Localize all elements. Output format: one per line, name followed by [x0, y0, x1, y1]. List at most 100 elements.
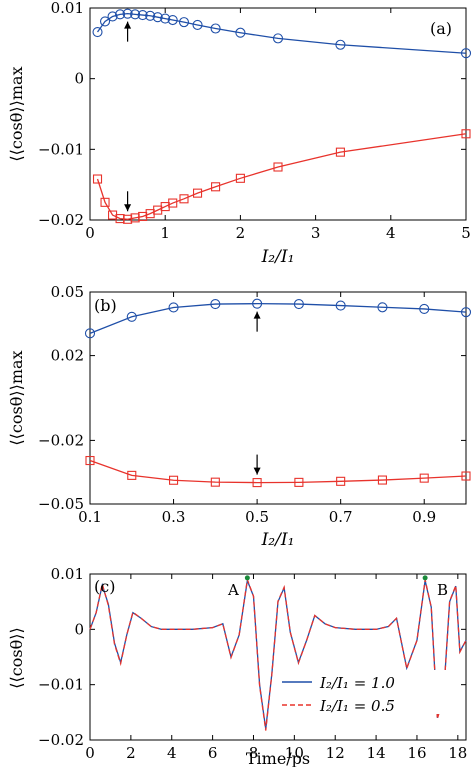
- arrow-head: [124, 21, 132, 29]
- y-tick-label: −0.02: [38, 731, 84, 749]
- x-tick-label: 0.3: [162, 508, 186, 526]
- data-point: [419, 303, 430, 315]
- x-tick-label: 3: [311, 224, 321, 242]
- panel-a-arrows: [124, 21, 132, 212]
- data-point: [272, 33, 284, 44]
- series-line: [96, 12, 467, 54]
- data-point: [168, 198, 178, 208]
- x-tick-label: 2: [236, 224, 246, 242]
- data-point: [126, 311, 137, 322]
- panel-c-xlabel: Time/ps: [246, 749, 310, 767]
- data-point: [252, 298, 263, 309]
- x-tick-label: 6: [208, 744, 218, 762]
- x-tick-label: 0.1: [78, 508, 102, 526]
- panel-c-label: (c): [94, 577, 115, 596]
- data-point: [235, 173, 245, 183]
- arrow-head: [253, 311, 261, 319]
- panel-c-ylabel: ⟨⟨cosθ⟩⟩: [7, 627, 26, 688]
- x-tick-label: 0: [85, 224, 95, 242]
- x-tick-label: 5: [461, 224, 471, 242]
- data-point: [179, 194, 189, 204]
- data-point: [130, 9, 141, 20]
- data-point: [460, 48, 472, 59]
- panel-c-y-ticks: −0.02 −0.01 0 0.01: [38, 565, 466, 749]
- data-point: [100, 197, 110, 207]
- panel-a-xlabel: I₂/I₁: [261, 247, 295, 267]
- panel-a-label: (a): [430, 19, 452, 38]
- panel-a-frame: [89, 7, 467, 221]
- data-point: [461, 471, 471, 481]
- arrow-head: [253, 467, 261, 475]
- series-line: [89, 303, 467, 334]
- data-point: [92, 174, 103, 184]
- x-tick-label: 4: [386, 224, 396, 242]
- x-tick-label: 8: [249, 744, 259, 762]
- data-point: [192, 188, 203, 198]
- panel-b-series: [84, 298, 472, 488]
- data-point: [377, 302, 388, 313]
- panel-b: 0.1 0.3 0.5 0.7 0.9 −0.05 −0.02 0.02 0.05 (b) ⟨…: [7, 283, 472, 550]
- data-point: [377, 475, 387, 485]
- data-point: [211, 182, 221, 192]
- panel-a-x-ticks: 0 1 2 3 4 5: [85, 8, 471, 242]
- panel-a-y-ticks: −0.02 −0.01 0 0.01: [38, 0, 466, 229]
- data-point: [192, 19, 203, 31]
- legend: I₂/I₁ = 1.0 I₂/I₁ = 0.5: [276, 670, 452, 715]
- x-tick-label: 16: [407, 744, 426, 762]
- annotation-B: B: [437, 581, 448, 599]
- data-point: [336, 476, 346, 486]
- y-tick-label: −0.02: [38, 211, 84, 229]
- annotation-point: [422, 575, 428, 581]
- panel-b-arrows: [253, 311, 261, 475]
- data-point: [235, 27, 246, 38]
- y-tick-label: 0: [74, 70, 84, 88]
- data-point: [92, 26, 103, 38]
- legend-label-2: I₂/I₁ = 0.5: [319, 697, 395, 715]
- data-point: [178, 17, 190, 28]
- y-tick-label: 0.01: [51, 565, 84, 583]
- arrow-head: [124, 204, 132, 212]
- data-point: [461, 129, 471, 139]
- panel-b-y-ticks: −0.05 −0.02 0.02 0.05: [38, 283, 466, 513]
- y-tick-label: −0.05: [38, 495, 84, 513]
- x-tick-label: 4: [167, 744, 177, 762]
- y-tick-label: −0.02: [38, 431, 84, 449]
- data-point: [273, 162, 283, 172]
- data-point: [252, 478, 262, 488]
- y-tick-label: −0.01: [38, 676, 84, 694]
- panel-c-x-ticks: 0 2 4 6 8 10 12 14 16 18: [85, 574, 467, 762]
- panel-a: 0 1 2 3 4 5 −0.02 −0.01 0 0.01 (a) ⟨⟨cosθ⟩⟩max I…: [7, 0, 472, 267]
- panel-b-ylabel: ⟨⟨cosθ⟩⟩max: [7, 350, 26, 445]
- x-tick-label: 18: [448, 744, 467, 762]
- series-line: [89, 459, 467, 484]
- data-point: [460, 307, 472, 318]
- series-line: [89, 578, 467, 730]
- data-point: [335, 39, 346, 50]
- data-point: [152, 12, 163, 23]
- data-point: [127, 470, 137, 480]
- panel-c-frame: [89, 573, 467, 741]
- series-line: [96, 133, 467, 220]
- data-point: [210, 299, 221, 310]
- x-tick-label: 2: [126, 744, 136, 762]
- annotation-point: [244, 575, 250, 581]
- x-tick-label: 14: [367, 744, 386, 762]
- data-point: [167, 14, 178, 26]
- y-tick-label: −0.01: [38, 140, 84, 158]
- panel-a-ylabel: ⟨⟨cosθ⟩⟩max: [7, 66, 26, 161]
- x-tick-label: 0.9: [412, 508, 436, 526]
- x-tick-label: 10: [285, 744, 304, 762]
- data-point: [107, 11, 118, 22]
- data-point: [210, 477, 220, 487]
- data-point: [210, 23, 221, 34]
- data-point: [168, 302, 179, 313]
- y-tick-label: 0.01: [51, 0, 84, 17]
- data-point: [160, 13, 171, 24]
- legend-label-1: I₂/I₁ = 1.0: [319, 674, 395, 692]
- panel-b-x-ticks: 0.1 0.3 0.5 0.7 0.9: [78, 292, 436, 526]
- panel-b-frame: [89, 291, 467, 505]
- y-tick-label: 0.05: [51, 283, 84, 301]
- data-point: [335, 300, 346, 311]
- data-point: [99, 16, 111, 27]
